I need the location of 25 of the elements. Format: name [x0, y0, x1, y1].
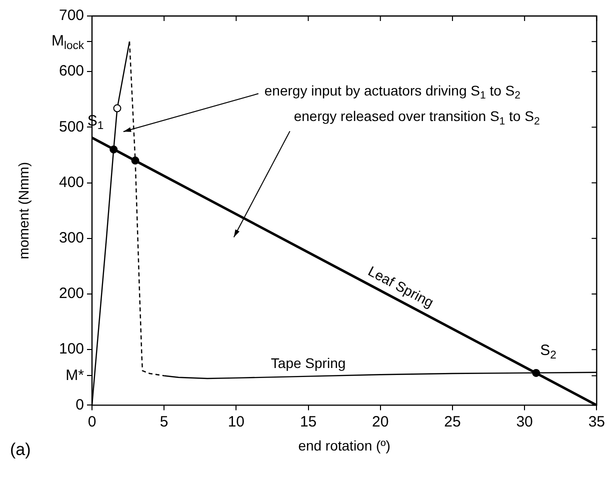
point: [113, 104, 122, 112]
x-tick-label: 30: [516, 413, 533, 430]
x-tick-label: 15: [300, 413, 317, 430]
x-tick-label: 0: [88, 413, 96, 430]
series-label: Tape Spring: [270, 355, 346, 372]
point: [532, 368, 540, 377]
x-tick-label: 35: [588, 413, 605, 430]
y-axis-title: moment (Nmm): [15, 162, 32, 260]
y-tick-label: 600: [58, 62, 84, 80]
x-axis-title: end rotation (º): [298, 437, 390, 454]
y-tick-label: 100: [58, 340, 84, 358]
y-tick-label: M*: [66, 366, 84, 384]
y-tick-label: 500: [58, 118, 84, 136]
text: (a): [10, 440, 31, 459]
point: [110, 145, 118, 154]
y-tick-label: 300: [58, 230, 84, 247]
x-tick-label: 5: [160, 413, 168, 430]
x-tick-label: 20: [372, 413, 389, 430]
x-tick-label: 10: [228, 413, 245, 430]
y-tick-label: 700: [58, 7, 84, 24]
y-tick-label: 200: [58, 285, 84, 302]
point: [131, 156, 140, 165]
x-tick-label: 25: [444, 413, 461, 430]
y-tick-label: 0: [76, 396, 84, 414]
y-tick-label: 400: [58, 174, 84, 191]
